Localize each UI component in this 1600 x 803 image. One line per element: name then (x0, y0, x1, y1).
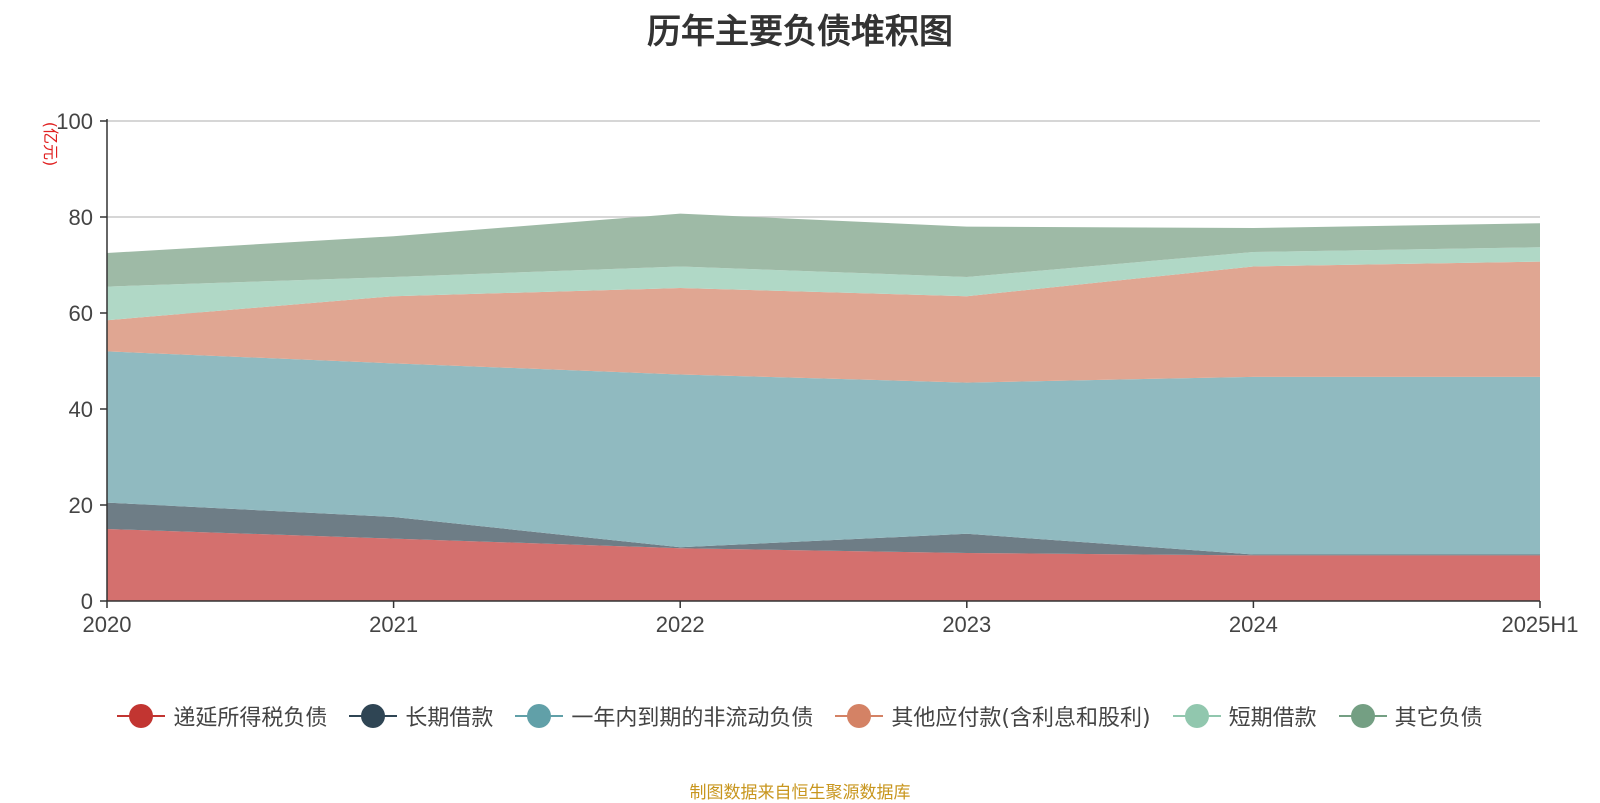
axes (100, 119, 1541, 608)
area-series-1 (107, 529, 1540, 601)
legend-marker-icon (835, 704, 884, 728)
tick-labels: 0 20 40 60 80 100 2020 2021 2022 2023 2024 2025H1 (56, 109, 1578, 637)
x-tick-label: 2025H1 (1501, 612, 1578, 637)
source-note: 制图数据来自恒生聚源数据库 (689, 783, 911, 803)
legend-label: 一年内到期的非流动负债 (571, 706, 814, 731)
legend-label: 递延所得税负债 (173, 706, 328, 731)
x-tick-label: 2021 (369, 612, 418, 637)
area-series-group (107, 213, 1540, 601)
x-tick-label: 2022 (656, 612, 705, 637)
y-tick-label: 100 (56, 109, 93, 134)
x-tick-label: 2020 (83, 612, 132, 637)
y-tick-label: 60 (69, 301, 93, 326)
area-series-2 (107, 502, 1540, 556)
legend-item-5[interactable]: 短期借款 (1172, 700, 1317, 732)
area-series-4 (107, 261, 1540, 383)
y-axis-unit-label: (亿元) (41, 122, 60, 167)
x-tick-label: 2024 (1229, 612, 1278, 637)
stacked-area-chart: 0 20 40 60 80 100 2020 2021 2022 2023 2024 2025H1 (… (41, 109, 1579, 637)
y-tick-label: 40 (69, 397, 93, 422)
legend-item-1[interactable]: 递延所得税负债 (117, 700, 327, 732)
legend-marker-icon (1338, 704, 1387, 728)
legend: 递延所得税负债 长期借款 一年内到期的非流动负债 其他应付款(含利息和股利) 短期借款 其… (0, 700, 1600, 732)
legend-label: 长期借款 (405, 706, 494, 731)
chart-title: 历年主要负债堆积图 (647, 12, 953, 52)
x-tick-label: 2023 (942, 612, 991, 637)
y-tick-label: 0 (81, 589, 93, 614)
area-series-5 (107, 247, 1540, 321)
area-series-3 (107, 351, 1540, 555)
legend-marker-icon (117, 704, 166, 728)
legend-item-2[interactable]: 长期借款 (349, 700, 493, 732)
legend-label: 其他应付款(含利息和股利) (891, 706, 1151, 731)
legend-item-6[interactable]: 其它负债 (1338, 700, 1483, 732)
legend-item-4[interactable]: 其他应付款(含利息和股利) (835, 700, 1151, 732)
y-tick-label: 80 (69, 205, 93, 230)
area-series-6 (107, 213, 1540, 287)
legend-label: 短期借款 (1228, 706, 1317, 731)
legend-marker-icon (349, 704, 398, 728)
legend-label: 其它负债 (1394, 706, 1483, 731)
y-tick-label: 20 (69, 493, 93, 518)
legend-marker-icon (1172, 704, 1221, 728)
legend-marker-icon (515, 704, 564, 728)
legend-item-3[interactable]: 一年内到期的非流动负债 (515, 700, 813, 732)
